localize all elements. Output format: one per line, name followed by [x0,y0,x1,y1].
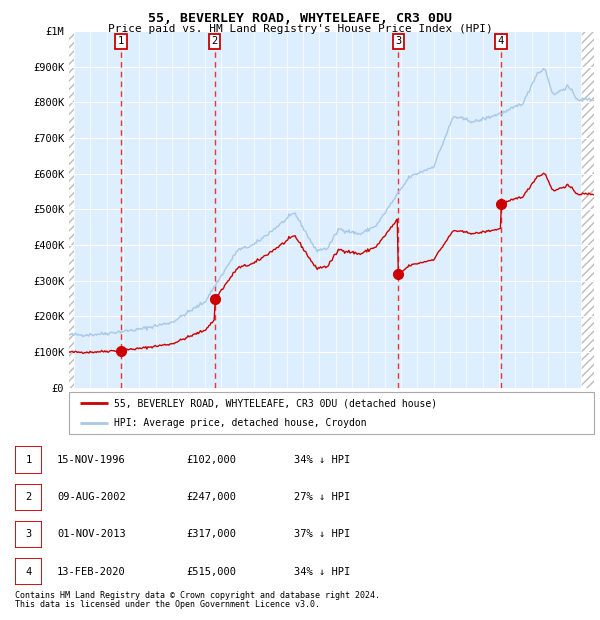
FancyBboxPatch shape [15,484,42,511]
Text: 27% ↓ HPI: 27% ↓ HPI [294,492,350,502]
Text: £102,000: £102,000 [186,455,236,465]
Text: 13-FEB-2020: 13-FEB-2020 [57,567,126,577]
Text: 15-NOV-1996: 15-NOV-1996 [57,455,126,465]
FancyBboxPatch shape [15,521,42,548]
Text: This data is licensed under the Open Government Licence v3.0.: This data is licensed under the Open Gov… [15,600,320,609]
Text: £247,000: £247,000 [186,492,236,502]
Text: Contains HM Land Registry data © Crown copyright and database right 2024.: Contains HM Land Registry data © Crown c… [15,591,380,600]
Text: 3: 3 [395,37,401,46]
Text: 34% ↓ HPI: 34% ↓ HPI [294,455,350,465]
Text: Price paid vs. HM Land Registry's House Price Index (HPI): Price paid vs. HM Land Registry's House … [107,24,493,33]
Bar [69,31,74,388]
Text: 3: 3 [25,529,32,539]
Text: 4: 4 [498,37,504,46]
FancyBboxPatch shape [69,392,594,434]
Text: £515,000: £515,000 [186,567,236,577]
FancyBboxPatch shape [15,446,42,474]
Text: 09-AUG-2002: 09-AUG-2002 [57,492,126,502]
Text: 55, BEVERLEY ROAD, WHYTELEAFE, CR3 0DU (detached house): 55, BEVERLEY ROAD, WHYTELEAFE, CR3 0DU (… [113,398,437,408]
Text: 2: 2 [25,492,32,502]
Text: 1: 1 [25,455,32,465]
Text: 4: 4 [25,567,32,577]
Text: 2: 2 [211,37,218,46]
Text: HPI: Average price, detached house, Croydon: HPI: Average price, detached house, Croy… [113,418,366,428]
Text: 34% ↓ HPI: 34% ↓ HPI [294,567,350,577]
FancyBboxPatch shape [15,558,42,585]
Text: 1: 1 [118,37,124,46]
Text: £317,000: £317,000 [186,529,236,539]
Bar [581,31,594,388]
Text: 37% ↓ HPI: 37% ↓ HPI [294,529,350,539]
Text: 01-NOV-2013: 01-NOV-2013 [57,529,126,539]
Text: 55, BEVERLEY ROAD, WHYTELEAFE, CR3 0DU: 55, BEVERLEY ROAD, WHYTELEAFE, CR3 0DU [148,12,452,25]
